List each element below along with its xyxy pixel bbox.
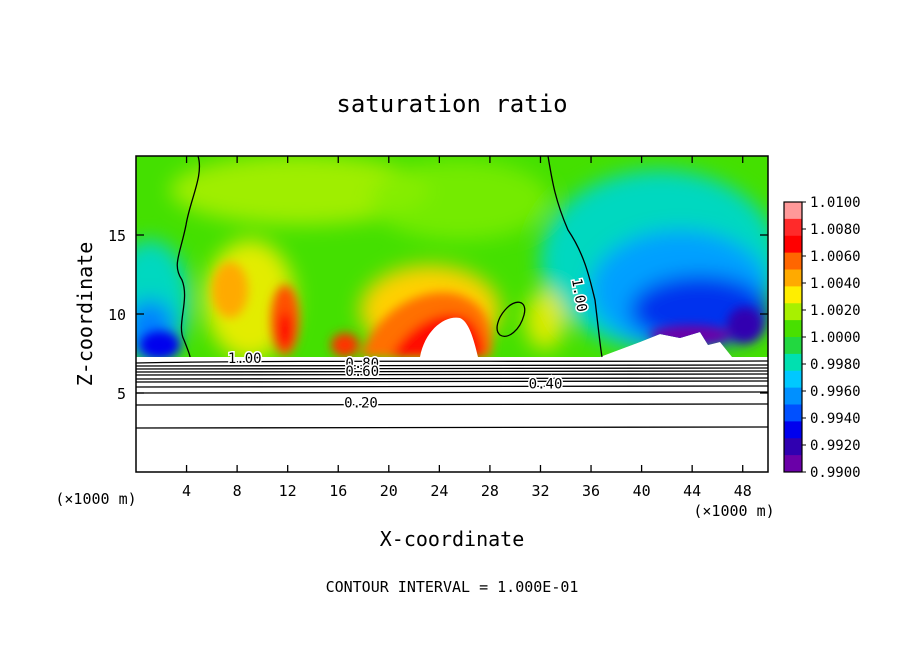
x-tick-label: 4 bbox=[182, 482, 191, 500]
colorbar: 1.0100 1.0080 1.0060 1.0040 1.0020 1.0000 0.99… bbox=[783, 195, 861, 481]
colorbar-label: 1.0080 bbox=[810, 222, 861, 238]
colorbar-segment bbox=[784, 404, 802, 422]
x-tick-label: 44 bbox=[683, 482, 701, 500]
plot-area: 1.001.000.800.600.400.20 bbox=[136, 156, 768, 472]
colorbar-label: 1.0100 bbox=[810, 195, 861, 211]
colorbar-segment bbox=[784, 303, 802, 321]
contour-label: 1.00 bbox=[228, 351, 262, 367]
colorbar-segment bbox=[784, 235, 802, 254]
contour-1.00-right bbox=[547, 156, 603, 358]
contour-interval-note: CONTOUR INTERVAL = 1.000E-01 bbox=[326, 578, 579, 596]
x-tick-label: 24 bbox=[430, 482, 448, 500]
contour-label: 0.20 bbox=[344, 395, 378, 411]
contour-label: 0.60 bbox=[345, 364, 379, 380]
contour-1.00-left bbox=[176, 156, 201, 358]
x-unit-left: (×1000 m) bbox=[55, 490, 136, 508]
colorbar-label: 1.0020 bbox=[810, 303, 861, 319]
colorbar-segment bbox=[784, 202, 802, 220]
chart-title: saturation ratio bbox=[336, 90, 567, 118]
x-tick-label: 8 bbox=[233, 482, 242, 500]
colorbar-segment bbox=[784, 269, 802, 287]
x-tick-label: 20 bbox=[380, 482, 398, 500]
field-upper bbox=[136, 156, 768, 357]
colorbar-segment bbox=[784, 455, 802, 473]
x-tick-label: 32 bbox=[531, 482, 549, 500]
x-tick-label: 40 bbox=[633, 482, 651, 500]
y-tick-label: 10 bbox=[108, 306, 126, 324]
colorbar-label: 0.9900 bbox=[810, 465, 861, 481]
contour-label: 0.40 bbox=[529, 377, 563, 393]
x-tick-label: 12 bbox=[279, 482, 297, 500]
colorbar-segment bbox=[784, 320, 802, 338]
colorbar-segment bbox=[784, 387, 802, 405]
colorbar-label: 1.0000 bbox=[810, 330, 861, 346]
colorbar-label: 0.9920 bbox=[810, 438, 861, 454]
x-unit-right: (×1000 m) bbox=[693, 502, 774, 520]
colorbar-segment bbox=[784, 218, 802, 237]
colorbar-segment bbox=[784, 370, 802, 389]
colorbar-label: 0.9960 bbox=[810, 384, 861, 400]
colorbar-segment bbox=[784, 353, 802, 372]
y-tick-label: 15 bbox=[108, 227, 126, 245]
colorbar-segment bbox=[784, 252, 802, 270]
x-tick-label: 16 bbox=[329, 482, 347, 500]
x-tick-label: 48 bbox=[734, 482, 752, 500]
y-axis-label: Z-coordinate bbox=[73, 242, 97, 387]
y-tick-label: 5 bbox=[117, 385, 126, 403]
contour-1.00-loop bbox=[496, 301, 526, 337]
colorbar-label: 1.0060 bbox=[810, 249, 861, 265]
colorbar-segment bbox=[784, 438, 802, 456]
contour-lines bbox=[136, 156, 768, 429]
x-axis: 4 8 12 16 20 24 28 32 36 40 44 48 bbox=[182, 156, 752, 500]
x-axis-label: X-coordinate bbox=[380, 527, 525, 551]
colorbar-label: 1.0040 bbox=[810, 276, 861, 292]
contour-labels: 1.001.000.800.600.400.20 bbox=[226, 276, 591, 413]
colorbar-label: 0.9980 bbox=[810, 357, 861, 373]
contour-label: 0.80 bbox=[345, 356, 379, 372]
colorbar-segment bbox=[784, 337, 802, 355]
y-axis: 5 10 15 bbox=[108, 227, 768, 403]
x-tick-label: 36 bbox=[582, 482, 600, 500]
colorbar-segment bbox=[784, 421, 802, 439]
x-tick-label: 28 bbox=[481, 482, 499, 500]
colorbar-segment bbox=[784, 286, 802, 304]
colorbar-label: 0.9940 bbox=[810, 411, 861, 427]
